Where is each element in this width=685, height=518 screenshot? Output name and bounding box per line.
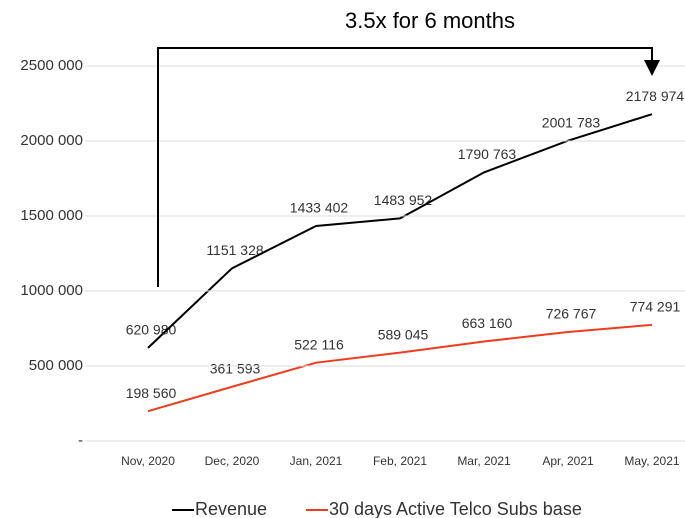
data-label: 361 593 bbox=[210, 360, 261, 376]
data-label: 198 560 bbox=[126, 385, 177, 401]
data-label: 1433 402 bbox=[290, 200, 349, 216]
data-label: 1790 763 bbox=[458, 146, 517, 162]
data-label: 1151 328 bbox=[206, 242, 264, 258]
data-label: 620 980 bbox=[126, 322, 177, 338]
y-tick-label: 500 000 bbox=[29, 357, 83, 374]
data-label: 726 767 bbox=[546, 306, 597, 322]
x-tick-label: May, 2021 bbox=[624, 454, 679, 468]
x-tick-label: Mar, 2021 bbox=[457, 454, 511, 468]
annotation: 3.5x for 6 months bbox=[345, 8, 515, 33]
data-label: 522 116 bbox=[294, 336, 344, 352]
data-label: 774 291 bbox=[630, 299, 681, 315]
y-tick-label: 2000 000 bbox=[20, 132, 83, 149]
data-label: 2178 974 bbox=[626, 88, 685, 104]
x-tick-label: Dec, 2020 bbox=[205, 454, 260, 468]
legend-label: Revenue bbox=[195, 499, 267, 518]
data-label: 2001 783 bbox=[542, 114, 601, 130]
y-tick-label: 1500 000 bbox=[20, 207, 83, 224]
line bbox=[147, 323, 653, 413]
x-tick-label: Apr, 2021 bbox=[542, 454, 594, 468]
x-tick-label: Nov, 2020 bbox=[121, 454, 175, 468]
y-tick-label: 1000 000 bbox=[20, 282, 83, 299]
data-label: 1483 952 bbox=[374, 192, 433, 208]
x-tick-label: Jan, 2021 bbox=[290, 454, 343, 468]
x-tick-label: Feb, 2021 bbox=[373, 454, 427, 468]
annotation-bracket bbox=[157, 47, 660, 287]
data-label: 589 045 bbox=[378, 326, 429, 342]
data-label: 663 160 bbox=[462, 315, 513, 331]
y-tick-label: 2500 000 bbox=[20, 57, 83, 74]
legend-label: 30 days Active Telco Subs base bbox=[329, 499, 582, 518]
y-tick-label: - bbox=[78, 432, 83, 449]
